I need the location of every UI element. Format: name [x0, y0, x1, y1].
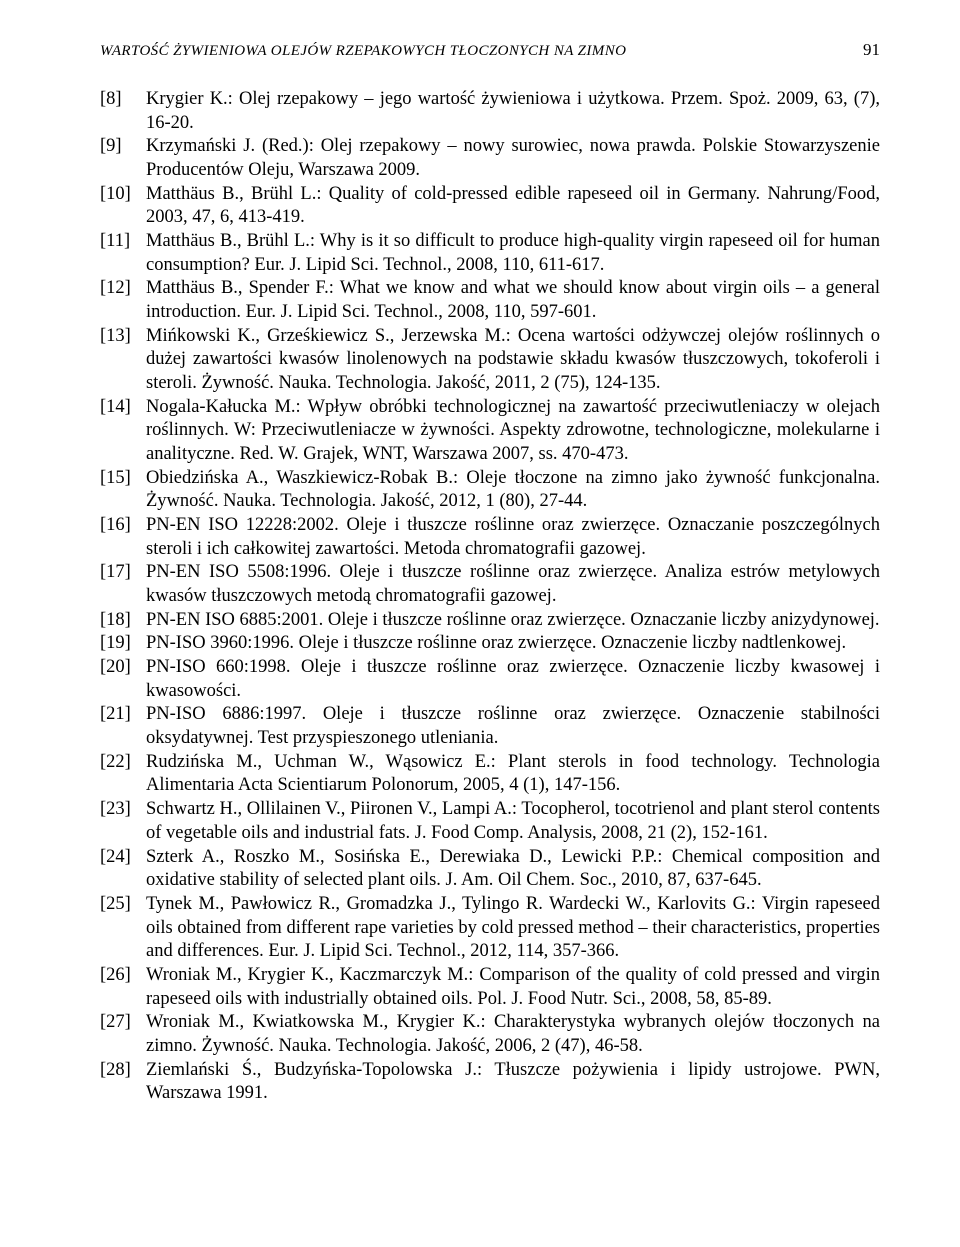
- reference-item: [19]PN-ISO 3960:1996. Oleje i tłuszcze r…: [100, 632, 880, 656]
- reference-number: [24]: [100, 846, 146, 893]
- reference-text: Krzymański J. (Red.): Olej rzepakowy – n…: [146, 135, 880, 182]
- reference-text: PN-ISO 6886:1997. Oleje i tłuszcze rośli…: [146, 703, 880, 750]
- reference-number: [13]: [100, 325, 146, 396]
- reference-item: [22]Rudzińska M., Uchman W., Wąsowicz E.…: [100, 751, 880, 798]
- reference-text: Schwartz H., Ollilainen V., Piironen V.,…: [146, 798, 880, 845]
- reference-number: [12]: [100, 277, 146, 324]
- reference-item: [14]Nogala-Kałucka M.: Wpływ obróbki tec…: [100, 396, 880, 467]
- page-number: 91: [863, 40, 880, 60]
- reference-item: [21]PN-ISO 6886:1997. Oleje i tłuszcze r…: [100, 703, 880, 750]
- reference-number: [25]: [100, 893, 146, 964]
- reference-item: [13]Mińkowski K., Grześkiewicz S., Jerze…: [100, 325, 880, 396]
- reference-number: [11]: [100, 230, 146, 277]
- reference-text: Krygier K.: Olej rzepakowy – jego wartoś…: [146, 88, 880, 135]
- reference-item: [8]Krygier K.: Olej rzepakowy – jego war…: [100, 88, 880, 135]
- reference-text: Matthäus B., Brühl L.: Quality of cold-p…: [146, 183, 880, 230]
- reference-number: [16]: [100, 514, 146, 561]
- reference-number: [10]: [100, 183, 146, 230]
- reference-item: [17]PN-EN ISO 5508:1996. Oleje i tłuszcz…: [100, 561, 880, 608]
- reference-number: [20]: [100, 656, 146, 703]
- reference-item: [18]PN-EN ISO 6885:2001. Oleje i tłuszcz…: [100, 609, 880, 633]
- reference-number: [27]: [100, 1011, 146, 1058]
- references-list: [8]Krygier K.: Olej rzepakowy – jego war…: [100, 88, 880, 1106]
- reference-number: [9]: [100, 135, 146, 182]
- running-head: WARTOŚĆ ŻYWIENIOWA OLEJÓW RZEPAKOWYCH TŁ…: [100, 40, 880, 60]
- reference-item: [15]Obiedzińska A., Waszkiewicz-Robak B.…: [100, 467, 880, 514]
- reference-text: Ziemlański Ś., Budzyńska-Topolowska J.: …: [146, 1059, 880, 1106]
- reference-text: PN-EN ISO 6885:2001. Oleje i tłuszcze ro…: [146, 609, 880, 633]
- reference-text: PN-ISO 660:1998. Oleje i tłuszcze roślin…: [146, 656, 880, 703]
- reference-item: [27]Wroniak M., Kwiatkowska M., Krygier …: [100, 1011, 880, 1058]
- reference-number: [21]: [100, 703, 146, 750]
- reference-number: [19]: [100, 632, 146, 656]
- reference-number: [26]: [100, 964, 146, 1011]
- reference-text: Matthäus B., Spender F.: What we know an…: [146, 277, 880, 324]
- reference-text: Wroniak M., Krygier K., Kaczmarczyk M.: …: [146, 964, 880, 1011]
- reference-text: Nogala-Kałucka M.: Wpływ obróbki technol…: [146, 396, 880, 467]
- reference-text: Matthäus B., Brühl L.: Why is it so diff…: [146, 230, 880, 277]
- reference-text: Wroniak M., Kwiatkowska M., Krygier K.: …: [146, 1011, 880, 1058]
- reference-item: [23]Schwartz H., Ollilainen V., Piironen…: [100, 798, 880, 845]
- reference-item: [28]Ziemlański Ś., Budzyńska-Topolowska …: [100, 1059, 880, 1106]
- reference-text: Obiedzińska A., Waszkiewicz-Robak B.: Ol…: [146, 467, 880, 514]
- reference-item: [10]Matthäus B., Brühl L.: Quality of co…: [100, 183, 880, 230]
- reference-number: [17]: [100, 561, 146, 608]
- reference-number: [23]: [100, 798, 146, 845]
- reference-number: [28]: [100, 1059, 146, 1106]
- page: WARTOŚĆ ŻYWIENIOWA OLEJÓW RZEPAKOWYCH TŁ…: [0, 0, 960, 1156]
- reference-item: [9]Krzymański J. (Red.): Olej rzepakowy …: [100, 135, 880, 182]
- reference-number: [22]: [100, 751, 146, 798]
- reference-item: [11]Matthäus B., Brühl L.: Why is it so …: [100, 230, 880, 277]
- reference-text: Szterk A., Roszko M., Sosińska E., Derew…: [146, 846, 880, 893]
- reference-text: PN-ISO 3960:1996. Oleje i tłuszcze rośli…: [146, 632, 880, 656]
- reference-item: [25]Tynek M., Pawłowicz R., Gromadzka J.…: [100, 893, 880, 964]
- reference-text: PN-EN ISO 12228:2002. Oleje i tłuszcze r…: [146, 514, 880, 561]
- reference-text: Rudzińska M., Uchman W., Wąsowicz E.: Pl…: [146, 751, 880, 798]
- reference-text: Tynek M., Pawłowicz R., Gromadzka J., Ty…: [146, 893, 880, 964]
- reference-number: [14]: [100, 396, 146, 467]
- reference-item: [16]PN-EN ISO 12228:2002. Oleje i tłuszc…: [100, 514, 880, 561]
- reference-item: [12]Matthäus B., Spender F.: What we kno…: [100, 277, 880, 324]
- reference-item: [26]Wroniak M., Krygier K., Kaczmarczyk …: [100, 964, 880, 1011]
- reference-item: [24]Szterk A., Roszko M., Sosińska E., D…: [100, 846, 880, 893]
- reference-item: [20]PN-ISO 660:1998. Oleje i tłuszcze ro…: [100, 656, 880, 703]
- reference-text: PN-EN ISO 5508:1996. Oleje i tłuszcze ro…: [146, 561, 880, 608]
- reference-number: [8]: [100, 88, 146, 135]
- reference-number: [15]: [100, 467, 146, 514]
- running-title: WARTOŚĆ ŻYWIENIOWA OLEJÓW RZEPAKOWYCH TŁ…: [100, 43, 626, 60]
- reference-number: [18]: [100, 609, 146, 633]
- reference-text: Mińkowski K., Grześkiewicz S., Jerzewska…: [146, 325, 880, 396]
